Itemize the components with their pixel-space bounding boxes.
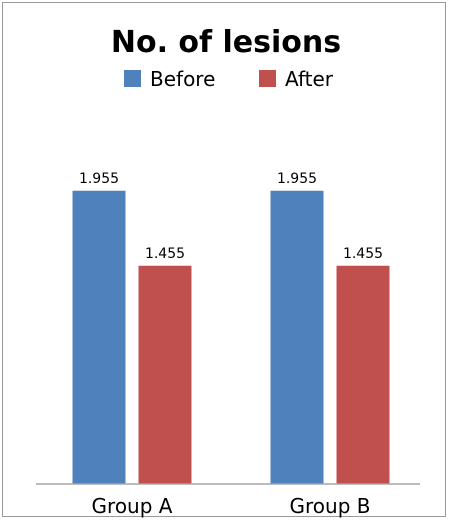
legend-swatch-before bbox=[124, 70, 141, 87]
chart-title: No. of lesions bbox=[111, 25, 341, 60]
legend-swatch-after bbox=[259, 70, 276, 87]
legend-label-before: Before bbox=[150, 67, 215, 91]
legend: Before After bbox=[124, 67, 334, 91]
bar-after-group-a bbox=[138, 265, 192, 484]
bar-after-group-b bbox=[336, 265, 390, 484]
bar-before-group-a bbox=[72, 190, 126, 484]
category-label-group-a: Group A bbox=[92, 494, 173, 518]
bar-before-group-b bbox=[270, 190, 324, 484]
category-label-group-b: Group B bbox=[290, 494, 371, 518]
value-label-before-group-b: 1.955 bbox=[277, 171, 317, 187]
value-label-after-group-a: 1.455 bbox=[145, 246, 185, 262]
plot-area: 1.955 1.455 1.955 1.455 bbox=[72, 171, 390, 484]
legend-label-after: After bbox=[285, 67, 334, 91]
value-label-before-group-a: 1.955 bbox=[79, 171, 119, 187]
value-label-after-group-b: 1.455 bbox=[343, 246, 383, 262]
